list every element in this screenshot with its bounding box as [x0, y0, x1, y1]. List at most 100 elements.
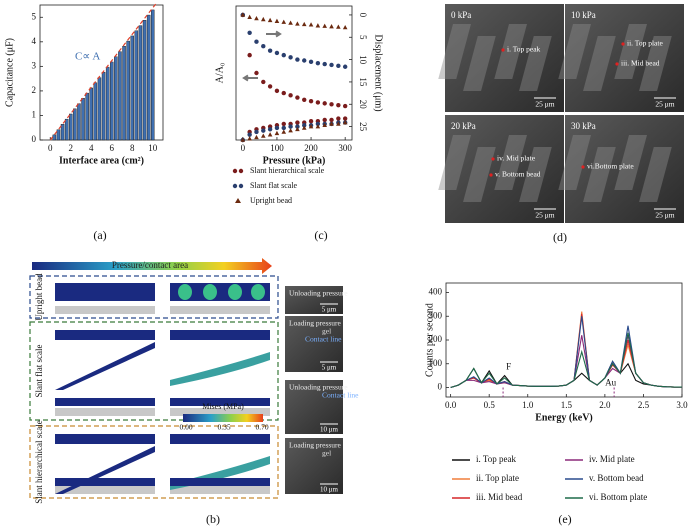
area-ratio-point [281, 121, 286, 127]
x-tick-label: 4 [89, 143, 94, 153]
sem-image [285, 380, 343, 434]
stress-spot [178, 284, 192, 300]
sem-title: Unloading pressure [289, 383, 348, 392]
displacement-point [254, 39, 259, 44]
y2-axis-label: Displacement (μm) [373, 34, 384, 111]
area-ratio-point [281, 125, 286, 131]
x-tick-label: 200 [304, 143, 318, 153]
area-ratio-point [240, 137, 246, 142]
row-box [29, 425, 279, 499]
displacement-point [254, 70, 259, 76]
structure [55, 283, 155, 301]
area-ratio-point [329, 121, 334, 126]
structure [170, 398, 270, 406]
displacement-point [247, 14, 252, 19]
bar [85, 92, 89, 141]
bar [130, 35, 134, 141]
pressure-label: 20 kPa [451, 121, 476, 131]
row-label: Slant hierarchical scale [34, 420, 44, 503]
x-tick-label: 8 [130, 143, 135, 153]
structure [170, 478, 270, 486]
displacement-point [336, 102, 341, 108]
bar [126, 40, 130, 141]
location-dot [615, 62, 619, 66]
plot-frame [39, 4, 164, 141]
displacement-point [281, 19, 287, 24]
x-axis-label: Energy (keV) [535, 412, 593, 423]
x-tick-label: 1.5 [561, 400, 573, 410]
sem-texture [463, 36, 496, 91]
scale-label: 25 μm [655, 211, 674, 220]
bar [93, 82, 98, 141]
x-tick-label: 300 [338, 143, 352, 153]
pressure-arrow [32, 258, 272, 274]
panel-label: (c) [314, 228, 327, 242]
structure [55, 434, 155, 444]
y-tick-label: 5 [32, 11, 37, 21]
bar [60, 124, 65, 141]
area-ratio-point [336, 116, 341, 121]
x-tick-label: 2.5 [638, 400, 650, 410]
structure [170, 434, 270, 444]
annotation: C∝ A [75, 51, 100, 63]
location-dot [581, 165, 585, 169]
area-ratio-point [254, 134, 259, 140]
displacement-point [322, 23, 328, 28]
sem-texture [614, 135, 647, 190]
legend-marker [232, 168, 238, 174]
row-label: Upright bead [34, 273, 44, 321]
ground [170, 408, 270, 416]
stress-spot [251, 284, 265, 300]
location-label: vi.Bottom plate [587, 162, 634, 171]
y2-tick-label: 15 [358, 77, 368, 87]
y2-tick-label: 20 [358, 100, 368, 110]
x-tick-label: 3.0 [676, 400, 688, 410]
row-box [29, 321, 279, 421]
bar [69, 113, 73, 141]
stress-spot [203, 284, 217, 300]
area-ratio-point [302, 123, 307, 128]
area-ratio-point [329, 117, 334, 123]
legend-label: Upright bead [250, 196, 292, 205]
sem-texture [558, 135, 591, 190]
y-tick-label: 1 [32, 110, 37, 120]
plot-frame [445, 282, 683, 398]
pressure-label: 0 kPa [451, 10, 471, 20]
area-ratio-point [295, 120, 300, 125]
displacement-point [336, 24, 341, 29]
area-ratio-point [322, 117, 327, 123]
scale-label: 5 μm [322, 364, 337, 372]
area-ratio-point [308, 124, 314, 129]
y-tick-label: 200 [429, 334, 443, 344]
area-ratio-point [261, 128, 266, 133]
scale-label: 25 μm [655, 100, 674, 109]
legend-label: i. Top peak [476, 454, 516, 464]
location-label: iii. Mid bead [621, 59, 660, 68]
ground [170, 486, 270, 494]
bar [118, 51, 122, 141]
plot-frame [235, 5, 353, 141]
spectrum-line [450, 335, 682, 389]
location-label: iv. Mid plate [497, 154, 536, 163]
panel-label: (d) [553, 230, 567, 244]
location-dot [491, 157, 495, 161]
row-box [29, 275, 279, 319]
sem-texture [583, 36, 616, 91]
area-ratio-point [315, 121, 321, 127]
pressure-label: 10 kPa [571, 10, 596, 20]
displacement-point [267, 84, 273, 89]
bar [97, 77, 102, 141]
element-label: Au [605, 378, 616, 388]
area-ratio-point [288, 124, 293, 129]
trend-line [49, 2, 158, 141]
mises-colorbar [183, 414, 263, 422]
colorbar-tick: 0.70 [255, 423, 268, 432]
spectrum-line [450, 332, 682, 389]
y2-tick-label: 25 [358, 122, 368, 132]
stress-spot [228, 284, 242, 300]
y-tick-label: 400 [429, 287, 443, 297]
displacement-point [301, 21, 307, 27]
sem-texture [519, 36, 552, 91]
structure [55, 398, 155, 406]
displacement-point [281, 90, 286, 96]
